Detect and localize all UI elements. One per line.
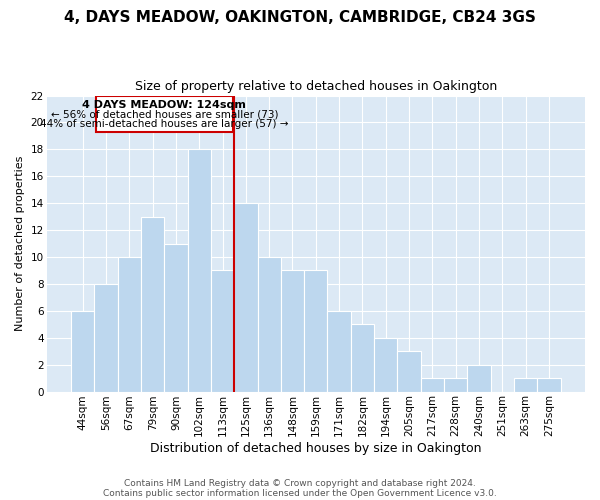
- Text: 4 DAYS MEADOW: 124sqm: 4 DAYS MEADOW: 124sqm: [82, 100, 246, 110]
- Bar: [421, 378, 444, 392]
- Text: 44% of semi-detached houses are larger (57) →: 44% of semi-detached houses are larger (…: [40, 119, 289, 129]
- Bar: [188, 150, 211, 392]
- Bar: [94, 284, 118, 392]
- Bar: [71, 311, 94, 392]
- Title: Size of property relative to detached houses in Oakington: Size of property relative to detached ho…: [134, 80, 497, 93]
- Y-axis label: Number of detached properties: Number of detached properties: [15, 156, 25, 331]
- Text: ← 56% of detached houses are smaller (73): ← 56% of detached houses are smaller (73…: [50, 109, 278, 119]
- X-axis label: Distribution of detached houses by size in Oakington: Distribution of detached houses by size …: [150, 442, 482, 455]
- Bar: [281, 270, 304, 392]
- Bar: [211, 270, 234, 392]
- Bar: [444, 378, 467, 392]
- Bar: [374, 338, 397, 392]
- Bar: [397, 351, 421, 392]
- Bar: [328, 311, 351, 392]
- Bar: [141, 216, 164, 392]
- Text: Contains public sector information licensed under the Open Government Licence v3: Contains public sector information licen…: [103, 488, 497, 498]
- Bar: [234, 203, 257, 392]
- Text: 4, DAYS MEADOW, OAKINGTON, CAMBRIDGE, CB24 3GS: 4, DAYS MEADOW, OAKINGTON, CAMBRIDGE, CB…: [64, 10, 536, 25]
- Bar: [351, 324, 374, 392]
- Bar: [467, 364, 491, 392]
- Bar: [257, 257, 281, 392]
- Bar: [304, 270, 328, 392]
- Bar: [164, 244, 188, 392]
- Bar: [118, 257, 141, 392]
- FancyBboxPatch shape: [95, 96, 233, 132]
- Bar: [514, 378, 537, 392]
- Text: Contains HM Land Registry data © Crown copyright and database right 2024.: Contains HM Land Registry data © Crown c…: [124, 478, 476, 488]
- Bar: [537, 378, 560, 392]
